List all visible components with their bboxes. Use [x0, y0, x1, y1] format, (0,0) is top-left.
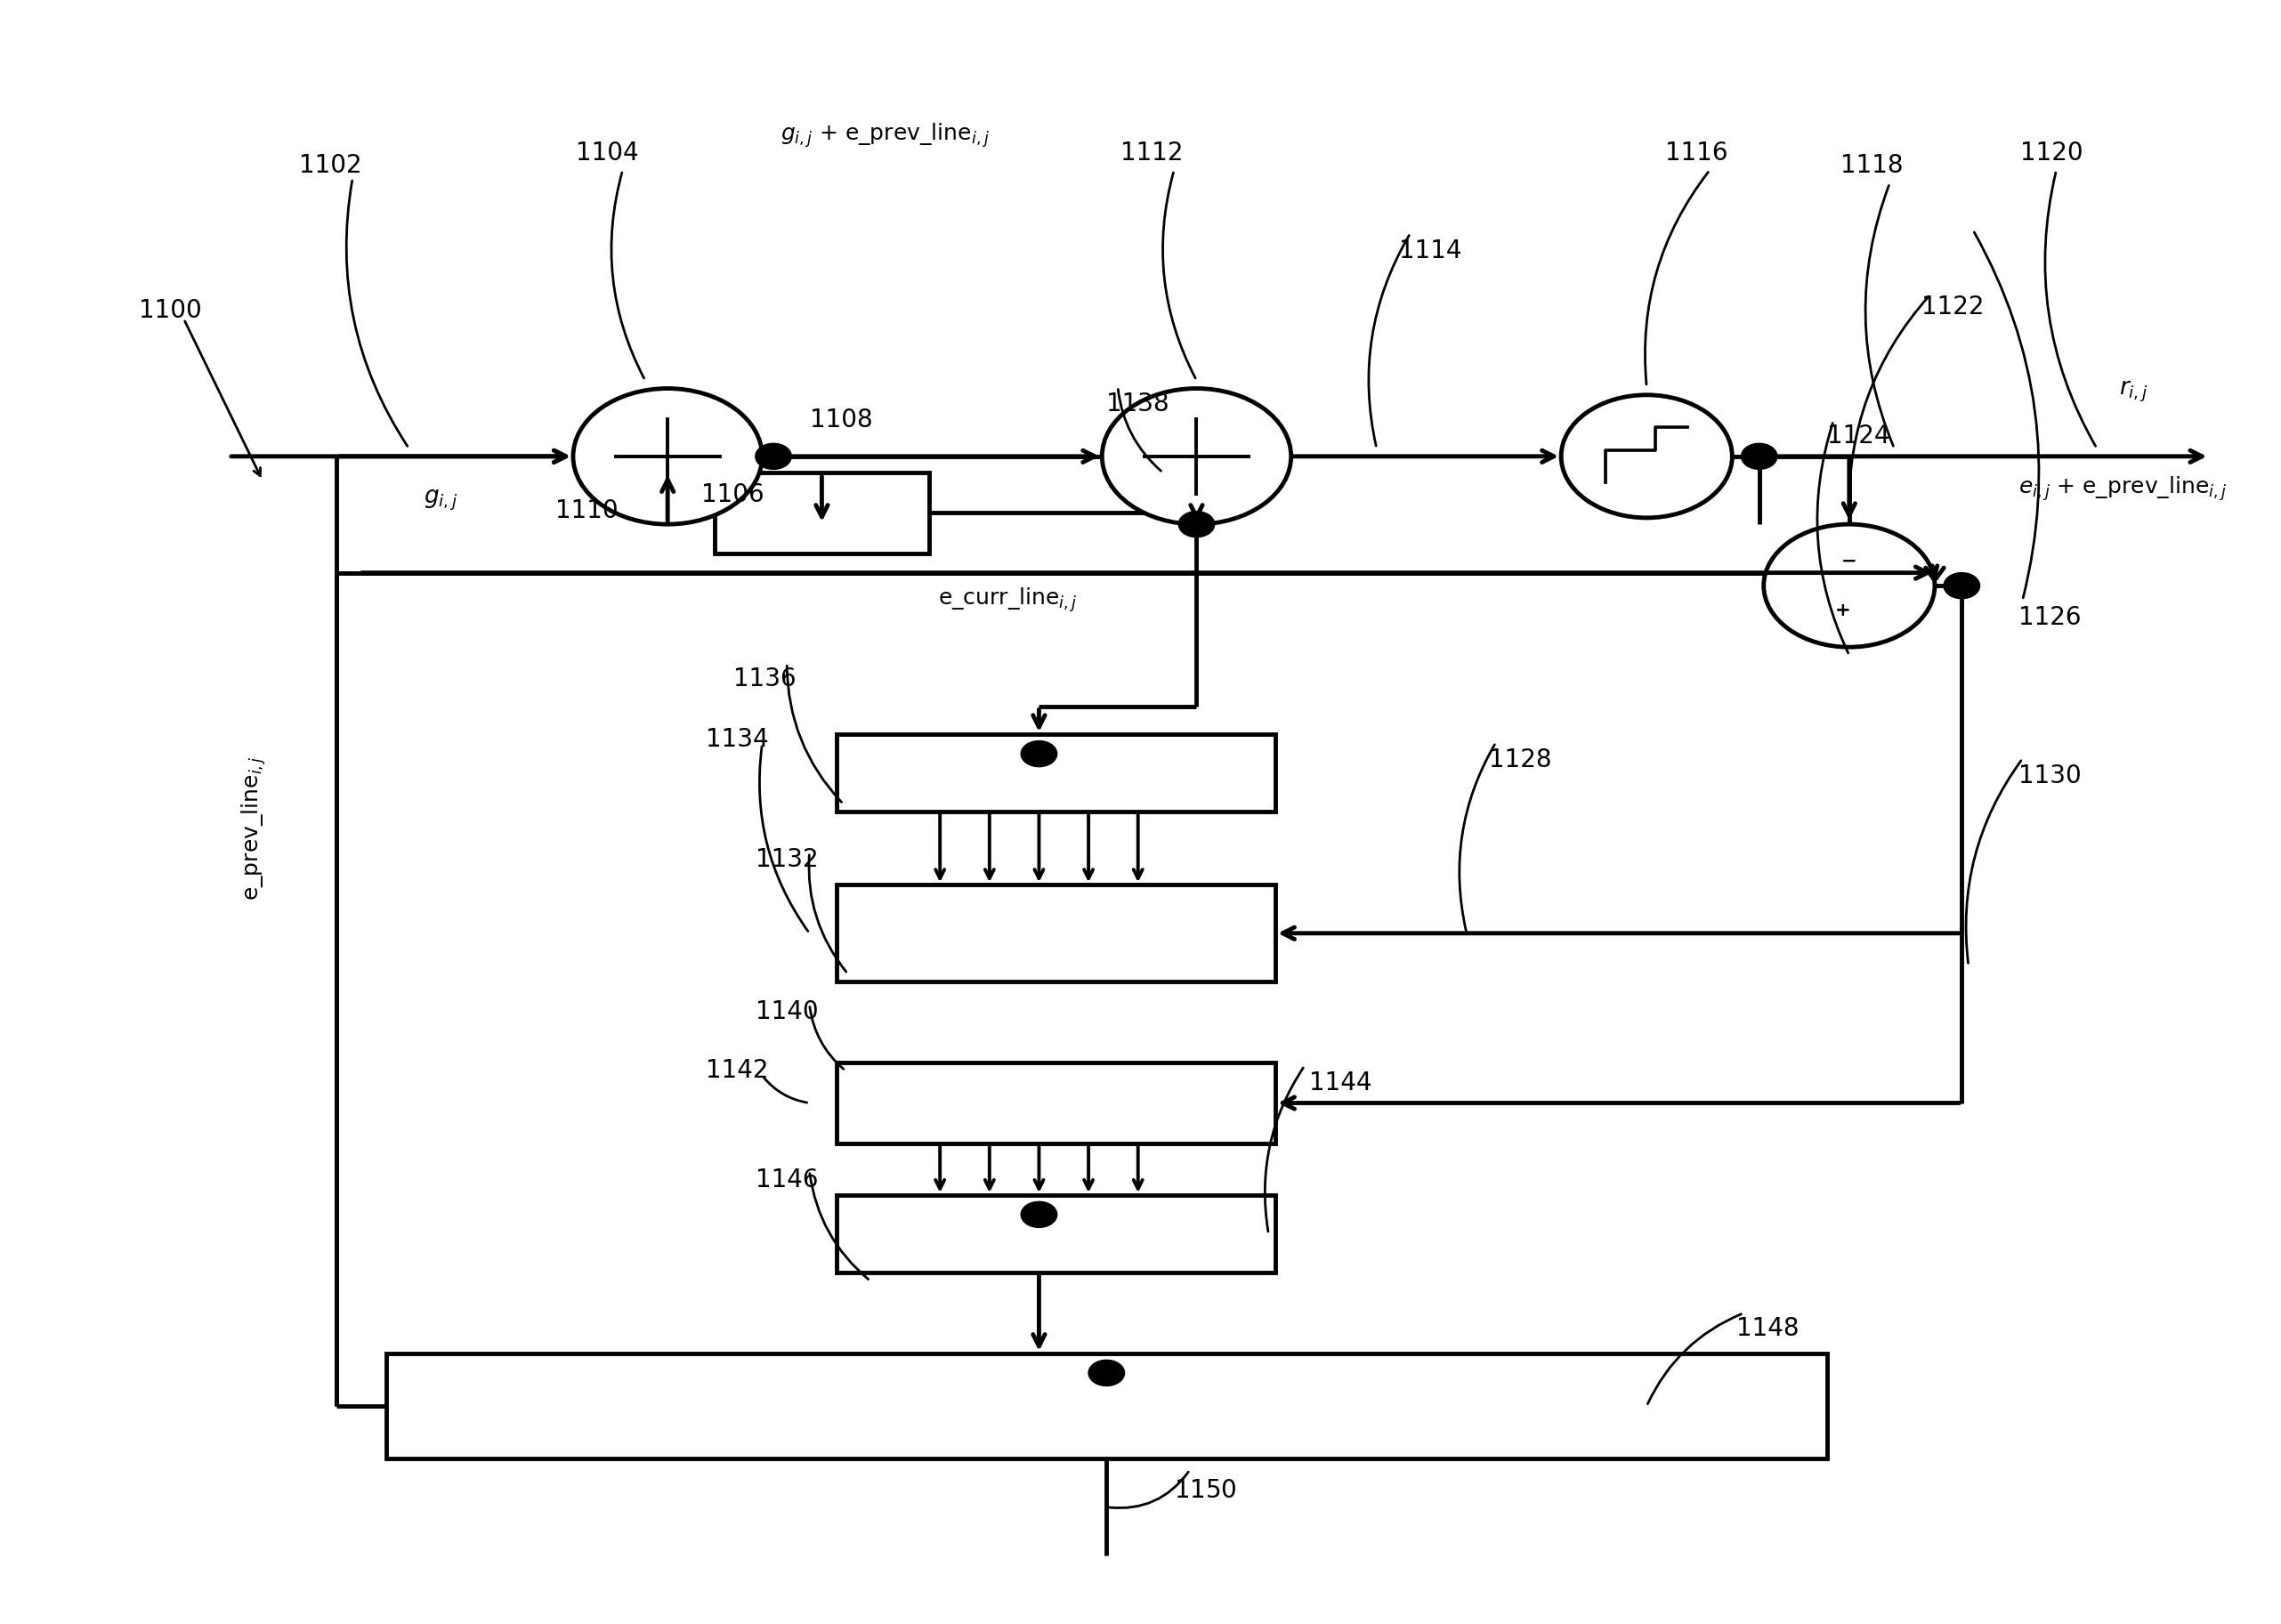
Circle shape — [573, 388, 762, 525]
Text: 1102: 1102 — [299, 153, 360, 179]
Circle shape — [1943, 573, 1980, 599]
Text: 1138: 1138 — [1106, 391, 1170, 417]
Text: $g_{i,j}$: $g_{i,j}$ — [424, 489, 458, 513]
Text: 1114: 1114 — [1398, 239, 1462, 263]
Text: 1110: 1110 — [554, 499, 618, 523]
Text: 1128: 1128 — [1489, 747, 1551, 773]
Bar — [837, 1062, 1275, 1143]
Text: 1148: 1148 — [1736, 1317, 1800, 1341]
Text: 1146: 1146 — [755, 1168, 819, 1192]
Text: 1100: 1100 — [139, 299, 201, 323]
Circle shape — [1179, 512, 1213, 538]
Text: 1118: 1118 — [1841, 153, 1902, 179]
Text: 1136: 1136 — [732, 666, 796, 692]
Circle shape — [1560, 395, 1731, 518]
Text: $g_{i,j}$ + e_prev_line$_{i,j}$: $g_{i,j}$ + e_prev_line$_{i,j}$ — [780, 122, 990, 149]
Text: 1116: 1116 — [1665, 140, 1727, 166]
Bar — [837, 734, 1275, 812]
Text: 1124: 1124 — [1827, 424, 1889, 448]
Text: 1108: 1108 — [810, 408, 871, 432]
Text: e_prev_line$_{i,j}$: e_prev_line$_{i,j}$ — [240, 755, 269, 901]
Text: 1144: 1144 — [1309, 1070, 1371, 1096]
Text: 1132: 1132 — [755, 848, 819, 872]
Circle shape — [1740, 443, 1777, 469]
Text: −: − — [1841, 552, 1857, 570]
Circle shape — [1102, 388, 1291, 525]
Circle shape — [755, 443, 792, 469]
Text: 1106: 1106 — [700, 482, 764, 507]
Text: e_curr_line$_{i,j}$: e_curr_line$_{i,j}$ — [937, 586, 1077, 614]
Text: 1122: 1122 — [1921, 294, 1984, 320]
Text: $r_{i,j}$: $r_{i,j}$ — [2119, 380, 2149, 404]
Text: 1112: 1112 — [1120, 140, 1184, 166]
Text: 1126: 1126 — [2019, 606, 2080, 630]
Text: 1120: 1120 — [2021, 140, 2083, 166]
Circle shape — [1088, 1359, 1125, 1385]
Text: 1142: 1142 — [707, 1059, 769, 1083]
Text: 1130: 1130 — [2019, 763, 2080, 788]
Circle shape — [1763, 525, 1934, 646]
Text: +: + — [1834, 601, 1850, 619]
Text: $e_{i,j}$ + e_prev_line$_{i,j}$: $e_{i,j}$ + e_prev_line$_{i,j}$ — [2019, 474, 2226, 503]
Circle shape — [1022, 1202, 1056, 1228]
Circle shape — [1022, 741, 1056, 767]
Bar — [837, 885, 1275, 983]
Text: 1104: 1104 — [575, 140, 639, 166]
Text: 1134: 1134 — [707, 728, 769, 752]
Bar — [837, 1195, 1275, 1273]
Bar — [714, 473, 928, 554]
Bar — [385, 1353, 1827, 1458]
Text: 1140: 1140 — [755, 999, 819, 1025]
Text: $\mathbf{\mathit{1150}}$: $\mathbf{\mathit{1150}}$ — [1175, 1478, 1236, 1502]
